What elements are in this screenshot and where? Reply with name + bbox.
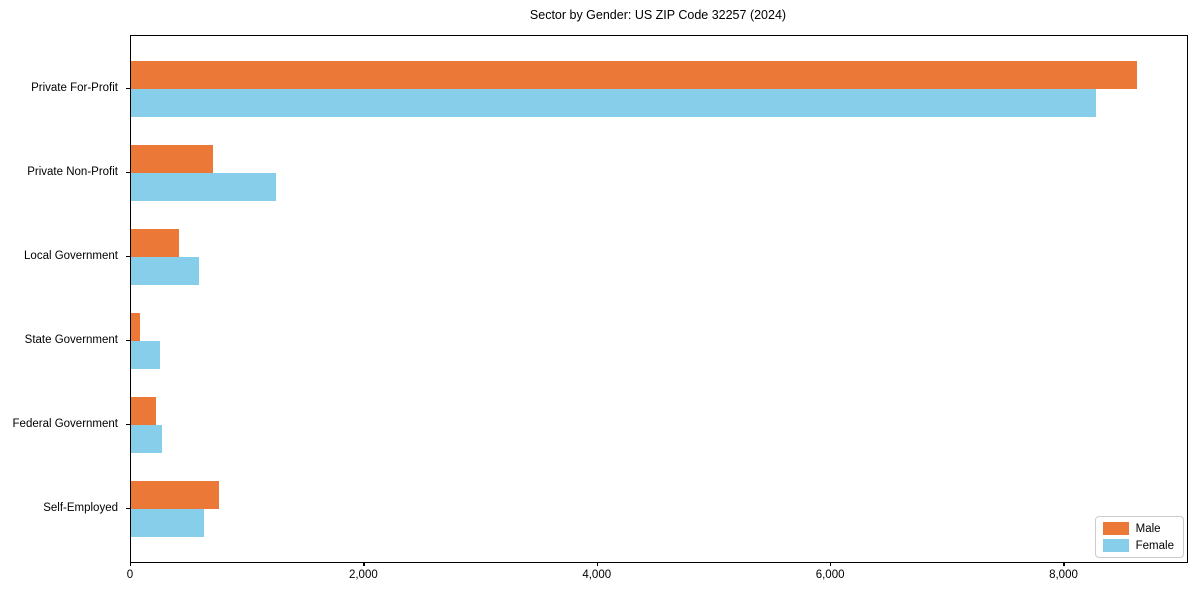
bar-male-federal-government [131, 397, 157, 425]
y-tick-mark [126, 340, 130, 342]
y-tick-label: Private Non-Profit [27, 166, 118, 178]
y-tick-mark [126, 88, 130, 90]
x-tick-mark [596, 562, 598, 566]
bar-male-private-for-profit [131, 61, 1137, 89]
y-tick-mark [126, 508, 130, 510]
legend-swatch-male [1102, 522, 1129, 535]
bar-male-self-employed [131, 481, 219, 509]
y-tick-mark [126, 172, 130, 174]
x-tick-mark [830, 562, 832, 566]
bar-female-federal-government [131, 425, 162, 453]
y-tick-mark [126, 256, 130, 258]
x-tick-label: 4,000 [582, 569, 612, 581]
y-tick-label: Local Government [24, 250, 118, 262]
x-tick-label: 6,000 [815, 569, 845, 581]
bar-female-local-government [131, 257, 200, 285]
legend-item-female: Female [1102, 539, 1174, 552]
bar-female-private-non-profit [131, 173, 277, 201]
bar-male-local-government [131, 229, 180, 257]
legend-label-male: Male [1135, 522, 1161, 535]
bar-male-private-non-profit [131, 145, 214, 173]
x-tick-label: 0 [126, 569, 134, 581]
bar-female-private-for-profit [131, 89, 1096, 117]
x-tick-mark [1063, 562, 1065, 566]
y-tick-label: Federal Government [12, 418, 118, 430]
plot-area: Male Female [130, 35, 1188, 563]
legend-label-female: Female [1135, 539, 1174, 552]
legend: Male Female [1094, 516, 1184, 558]
bar-female-self-employed [131, 509, 204, 537]
x-tick-mark [130, 562, 132, 566]
y-tick-label: Self-Employed [43, 502, 118, 514]
x-tick-label: 2,000 [348, 569, 378, 581]
legend-item-male: Male [1102, 522, 1174, 535]
x-tick-label: 8,000 [1049, 569, 1078, 581]
bar-female-state-government [131, 341, 161, 369]
legend-swatch-female [1102, 539, 1129, 552]
y-tick-label: Private For-Profit [31, 82, 118, 94]
x-tick-mark [363, 562, 365, 566]
y-tick-mark [126, 424, 130, 426]
bar-male-state-government [131, 313, 141, 341]
y-tick-label: State Government [24, 334, 118, 346]
chart-title: Sector by Gender: US ZIP Code 32257 (202… [529, 8, 787, 22]
